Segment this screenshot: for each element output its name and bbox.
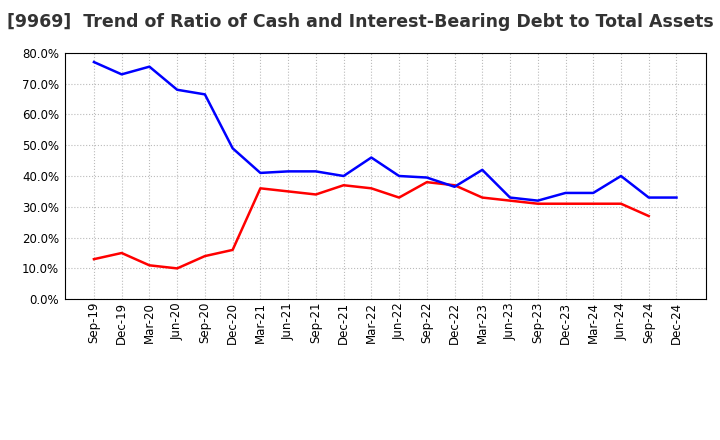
Interest-Bearing Debt xyxy=(561,190,570,195)
Interest-Bearing Debt xyxy=(145,64,154,69)
Interest-Bearing Debt xyxy=(284,169,292,174)
Cash xyxy=(561,201,570,206)
Interest-Bearing Debt xyxy=(312,169,320,174)
Legend: Cash, Interest-Bearing Debt: Cash, Interest-Bearing Debt xyxy=(238,434,532,440)
Interest-Bearing Debt xyxy=(367,155,376,160)
Interest-Bearing Debt xyxy=(505,195,514,200)
Cash xyxy=(534,201,542,206)
Interest-Bearing Debt xyxy=(423,175,431,180)
Cash xyxy=(228,247,237,253)
Interest-Bearing Debt xyxy=(256,170,265,176)
Text: [9969]  Trend of Ratio of Cash and Interest-Bearing Debt to Total Assets: [9969] Trend of Ratio of Cash and Intere… xyxy=(6,13,714,31)
Interest-Bearing Debt xyxy=(117,72,126,77)
Cash xyxy=(450,183,459,188)
Cash xyxy=(145,263,154,268)
Interest-Bearing Debt xyxy=(173,87,181,92)
Cash xyxy=(395,195,403,200)
Cash xyxy=(367,186,376,191)
Interest-Bearing Debt xyxy=(478,167,487,172)
Interest-Bearing Debt xyxy=(395,173,403,179)
Line: Interest-Bearing Debt: Interest-Bearing Debt xyxy=(94,62,677,201)
Interest-Bearing Debt xyxy=(228,146,237,151)
Interest-Bearing Debt xyxy=(644,195,653,200)
Cash xyxy=(478,195,487,200)
Interest-Bearing Debt xyxy=(89,59,98,65)
Cash xyxy=(312,192,320,197)
Cash xyxy=(117,250,126,256)
Cash xyxy=(589,201,598,206)
Cash xyxy=(644,213,653,219)
Interest-Bearing Debt xyxy=(672,195,681,200)
Interest-Bearing Debt xyxy=(450,184,459,189)
Cash xyxy=(284,189,292,194)
Line: Cash: Cash xyxy=(94,182,649,268)
Cash xyxy=(616,201,625,206)
Cash xyxy=(423,180,431,185)
Interest-Bearing Debt xyxy=(201,92,210,97)
Interest-Bearing Debt xyxy=(589,190,598,195)
Cash xyxy=(505,198,514,203)
Cash xyxy=(89,257,98,262)
Cash xyxy=(339,183,348,188)
Interest-Bearing Debt xyxy=(339,173,348,179)
Cash xyxy=(173,266,181,271)
Cash xyxy=(256,186,265,191)
Interest-Bearing Debt xyxy=(534,198,542,203)
Cash xyxy=(201,253,210,259)
Interest-Bearing Debt xyxy=(616,173,625,179)
